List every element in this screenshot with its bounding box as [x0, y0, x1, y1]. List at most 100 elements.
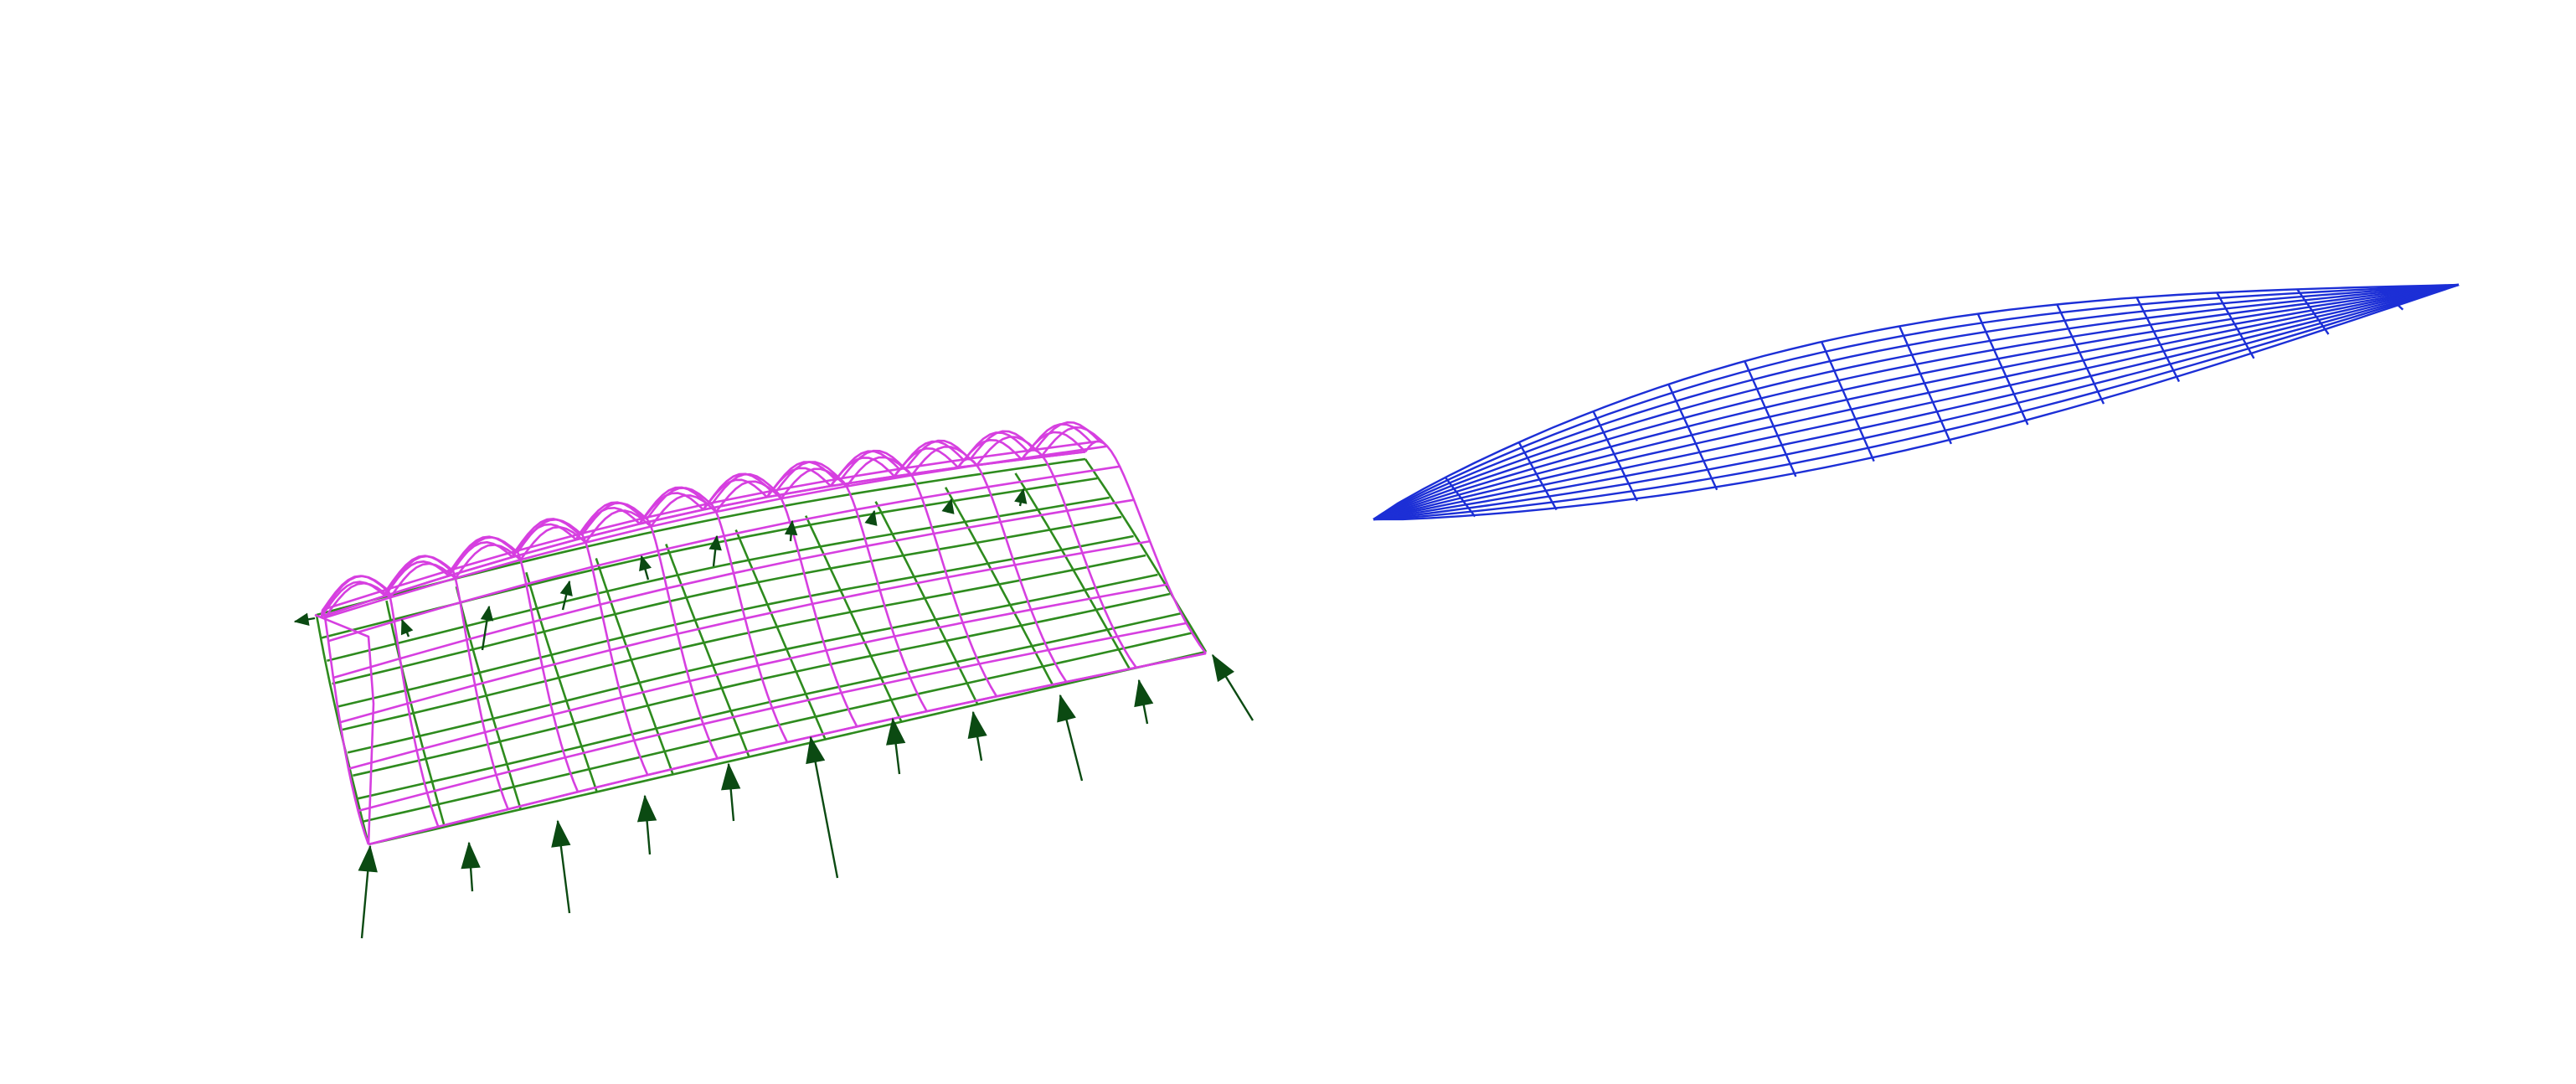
form-line [339, 539, 1151, 724]
form-vault [322, 575, 389, 612]
form-vault [715, 480, 782, 513]
form-vault [581, 502, 648, 536]
form-vault [387, 555, 454, 591]
form-vault [516, 518, 584, 553]
force-line [1821, 341, 1875, 462]
form-eave [368, 652, 1207, 846]
form-ridge [321, 451, 1086, 618]
support-reaction-arrows [293, 488, 1255, 939]
force-line [1373, 283, 2460, 521]
force-line [1373, 283, 2460, 521]
force-line [1744, 360, 1797, 477]
form-vault [976, 436, 1043, 467]
form-line [348, 583, 1168, 770]
form-vault [585, 509, 652, 544]
thrust-line [944, 487, 1055, 688]
form-vault [845, 456, 913, 488]
force-line [2056, 303, 2105, 405]
form-diagram-mesh [314, 421, 1208, 846]
form-vault [840, 449, 907, 481]
thrust-line [327, 496, 1110, 663]
force-line [1373, 283, 2460, 521]
force-line [2136, 297, 2181, 383]
form-vault [451, 536, 518, 572]
reaction-arrow [886, 717, 906, 775]
form-vault [650, 494, 717, 528]
reaction-arrow [636, 794, 657, 855]
form-vault [642, 486, 708, 519]
thrust-line [734, 529, 827, 741]
reaction-arrow [1134, 679, 1154, 725]
form-line [327, 465, 1121, 643]
form-vault [519, 525, 587, 560]
form-vault [646, 487, 713, 520]
force-line [1592, 410, 1638, 502]
force-line [1899, 325, 1952, 445]
reaction-arrow [967, 710, 987, 761]
form-vault [511, 523, 577, 558]
reaction-arrow [358, 844, 378, 939]
force-line [1373, 283, 2460, 521]
thrust-line [337, 534, 1134, 708]
form-vault [904, 439, 971, 470]
thrust-line [368, 650, 1207, 846]
force-line [1373, 283, 2460, 521]
form-vault [1041, 426, 1109, 457]
reaction-arrow [721, 762, 741, 822]
form-line [358, 622, 1187, 813]
force-line [1373, 283, 2460, 521]
form-vault [389, 562, 456, 599]
force-line [1373, 283, 2460, 521]
force-line [1976, 313, 2029, 426]
force-line [2296, 288, 2330, 335]
force-line [1373, 283, 2460, 521]
reaction-arrow [806, 736, 839, 879]
form-vault [324, 581, 391, 618]
reaction-arrow [559, 580, 573, 611]
force-line [1667, 384, 1718, 491]
force-line [1373, 283, 2460, 521]
reaction-arrow [784, 519, 798, 542]
thrust-line [595, 557, 674, 775]
form-vault [775, 461, 842, 493]
thrust-line [342, 554, 1146, 731]
reaction-arrow [293, 612, 316, 626]
force-line [1373, 283, 2460, 521]
reaction-arrow [400, 618, 414, 637]
form-vault [710, 472, 777, 505]
reaction-arrow [551, 819, 571, 914]
form-edge [314, 613, 375, 845]
force-line [1444, 477, 1476, 518]
thrust-line [805, 515, 903, 723]
force-line [2377, 286, 2404, 311]
reaction-arrow [461, 841, 481, 892]
form-vault [780, 467, 848, 499]
thrust-line [665, 544, 750, 757]
reaction-arrow [1057, 694, 1084, 782]
form-vault [910, 446, 978, 477]
reaction-arrow [864, 509, 878, 526]
force-line [1373, 283, 2460, 521]
reaction-arrow [639, 555, 652, 581]
thrust-line [1014, 472, 1131, 670]
force-diagram-mesh [1373, 283, 2460, 521]
form-vault [578, 501, 644, 535]
thrust-line [332, 515, 1122, 685]
form-vault [454, 544, 522, 579]
thrust-line [874, 501, 979, 705]
force-line [2216, 292, 2255, 359]
force-line [1517, 441, 1558, 511]
thrust-line [315, 614, 370, 845]
form-line [332, 498, 1135, 679]
form-vault [513, 518, 580, 553]
reaction-arrow [708, 534, 722, 567]
force-line [1373, 283, 2460, 521]
reaction-arrow [1211, 653, 1255, 721]
reaction-arrow [941, 498, 955, 514]
thrust-line [385, 600, 446, 828]
reaction-arrow [1014, 488, 1028, 507]
form-vault [706, 472, 773, 505]
thrust-line [525, 571, 598, 792]
